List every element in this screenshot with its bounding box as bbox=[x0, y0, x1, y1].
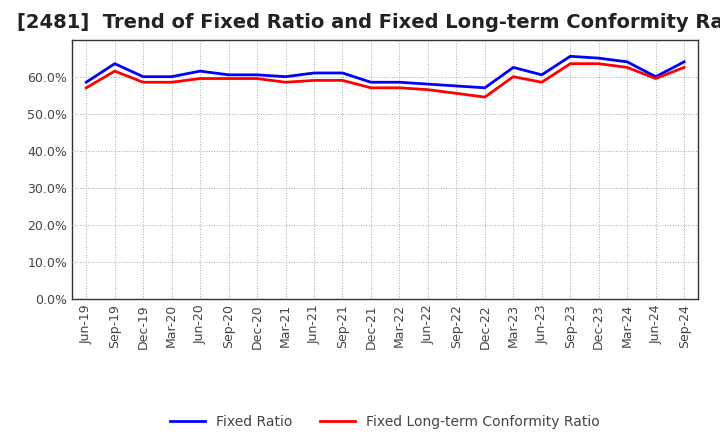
Fixed Ratio bbox=[167, 74, 176, 79]
Fixed Ratio bbox=[110, 61, 119, 66]
Fixed Long-term Conformity Ratio bbox=[680, 65, 688, 70]
Title: [2481]  Trend of Fixed Ratio and Fixed Long-term Conformity Ratio: [2481] Trend of Fixed Ratio and Fixed Lo… bbox=[17, 14, 720, 33]
Fixed Long-term Conformity Ratio bbox=[110, 69, 119, 74]
Fixed Ratio bbox=[680, 59, 688, 65]
Fixed Ratio bbox=[196, 69, 204, 74]
Fixed Long-term Conformity Ratio bbox=[652, 76, 660, 81]
Fixed Long-term Conformity Ratio bbox=[623, 65, 631, 70]
Fixed Ratio bbox=[623, 59, 631, 65]
Fixed Ratio bbox=[652, 74, 660, 79]
Fixed Ratio bbox=[253, 72, 261, 77]
Fixed Long-term Conformity Ratio bbox=[139, 80, 148, 85]
Fixed Long-term Conformity Ratio bbox=[452, 91, 461, 96]
Fixed Long-term Conformity Ratio bbox=[282, 80, 290, 85]
Fixed Ratio bbox=[423, 81, 432, 87]
Fixed Long-term Conformity Ratio bbox=[225, 76, 233, 81]
Fixed Long-term Conformity Ratio bbox=[509, 74, 518, 79]
Fixed Long-term Conformity Ratio bbox=[480, 95, 489, 100]
Fixed Ratio bbox=[452, 83, 461, 88]
Fixed Long-term Conformity Ratio bbox=[423, 87, 432, 92]
Fixed Ratio bbox=[395, 80, 404, 85]
Fixed Long-term Conformity Ratio bbox=[537, 80, 546, 85]
Fixed Long-term Conformity Ratio bbox=[595, 61, 603, 66]
Fixed Long-term Conformity Ratio bbox=[566, 61, 575, 66]
Fixed Long-term Conformity Ratio bbox=[310, 78, 318, 83]
Fixed Long-term Conformity Ratio bbox=[338, 78, 347, 83]
Fixed Ratio bbox=[139, 74, 148, 79]
Fixed Long-term Conformity Ratio bbox=[395, 85, 404, 91]
Fixed Ratio bbox=[595, 55, 603, 61]
Fixed Long-term Conformity Ratio bbox=[82, 85, 91, 91]
Fixed Ratio bbox=[537, 72, 546, 77]
Fixed Ratio bbox=[82, 80, 91, 85]
Fixed Ratio bbox=[225, 72, 233, 77]
Fixed Ratio bbox=[480, 85, 489, 91]
Fixed Ratio bbox=[338, 70, 347, 76]
Fixed Ratio bbox=[509, 65, 518, 70]
Fixed Ratio bbox=[366, 80, 375, 85]
Fixed Ratio bbox=[310, 70, 318, 76]
Fixed Long-term Conformity Ratio bbox=[253, 76, 261, 81]
Fixed Ratio bbox=[282, 74, 290, 79]
Line: Fixed Ratio: Fixed Ratio bbox=[86, 56, 684, 88]
Fixed Ratio bbox=[566, 54, 575, 59]
Legend: Fixed Ratio, Fixed Long-term Conformity Ratio: Fixed Ratio, Fixed Long-term Conformity … bbox=[165, 409, 606, 434]
Line: Fixed Long-term Conformity Ratio: Fixed Long-term Conformity Ratio bbox=[86, 64, 684, 97]
Fixed Long-term Conformity Ratio bbox=[196, 76, 204, 81]
Fixed Long-term Conformity Ratio bbox=[366, 85, 375, 91]
Fixed Long-term Conformity Ratio bbox=[167, 80, 176, 85]
